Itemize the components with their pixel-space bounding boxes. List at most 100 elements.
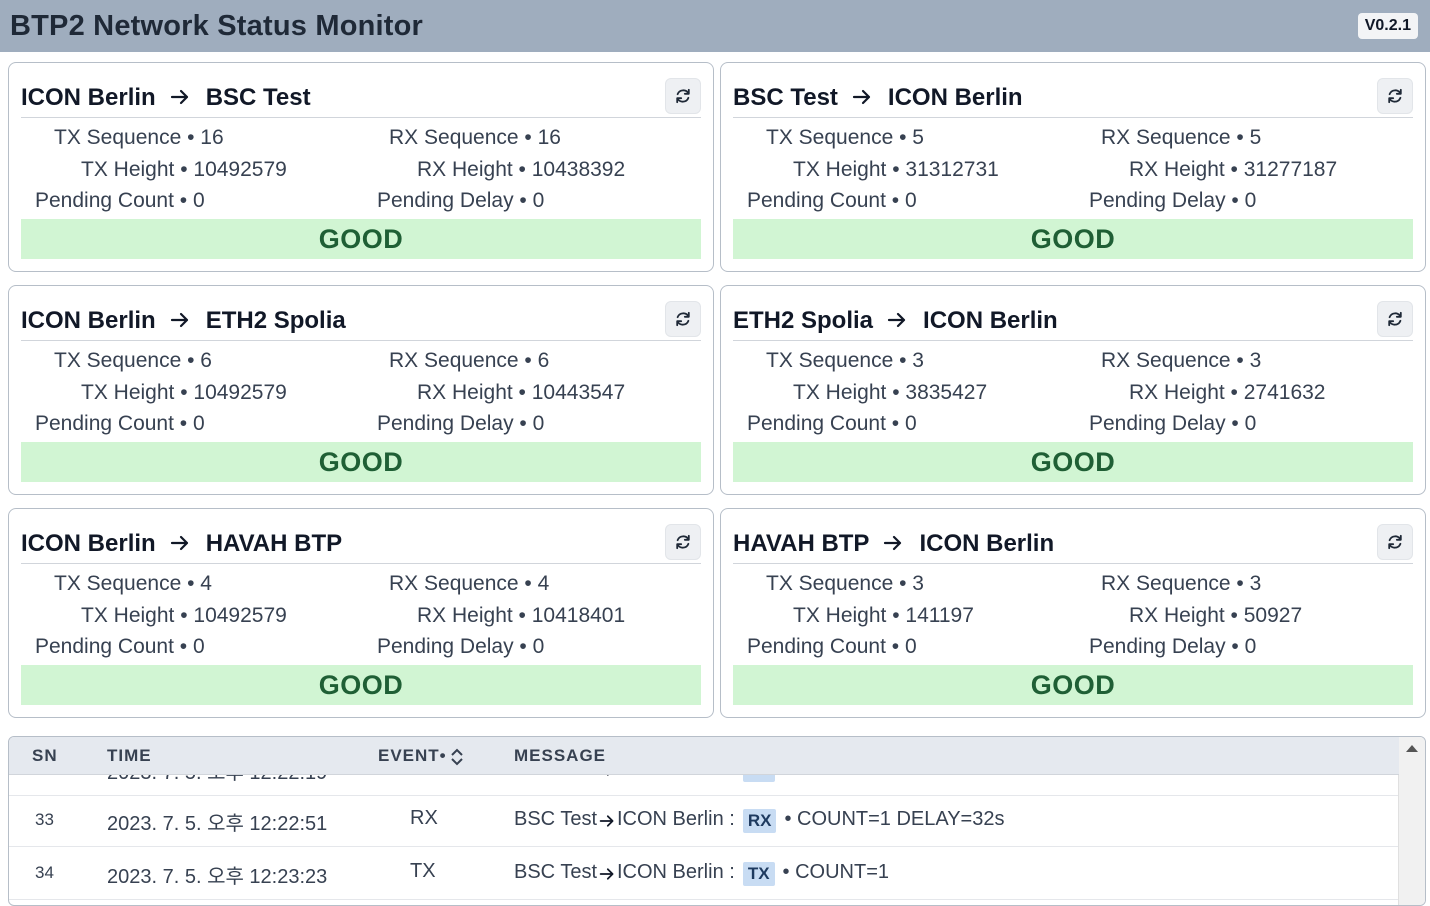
rx-height: RX Height • 50927 [1129, 604, 1303, 627]
pending-delay: Pending Delay • 0 [377, 635, 545, 658]
refresh-icon [676, 534, 690, 550]
route-to: ETH2 Spolia [205, 307, 346, 334]
status-badge: GOOD [21, 665, 701, 705]
route-card-header: ICON Berlin BSC Test [21, 63, 701, 118]
route-title: ICON Berlin ETH2 Spolia [21, 307, 346, 335]
table-row[interactable]: 33 2023. 7. 5. 오후 12:22:51 RX BSC Test ICON … [9, 793, 1399, 847]
rx-height: RX Height • 2741632 [1129, 381, 1326, 404]
rx-sequence: RX Sequence • 3 [1101, 572, 1262, 595]
refresh-icon [1388, 311, 1402, 327]
route-card: ICON Berlin ETH2 Spolia TX Sequence • 6 RX … [8, 285, 714, 495]
route-from: ICON Berlin [21, 307, 156, 334]
sort-icon[interactable] [450, 747, 464, 767]
event-log-table: 322023. 7. 5. 오후 12:22:19TXBSC TestICON … [8, 736, 1426, 906]
row-message: BSC Test ICON Berlin : RX • COUNT=1 DELAY=3… [514, 807, 1005, 833]
rx-sequence: RX Sequence • 5 [1101, 126, 1262, 149]
route-stats: TX Sequence • 16 RX Sequence • 16 TX Heigh… [21, 118, 701, 219]
row-sn: 33 [35, 810, 54, 829]
arrow-right-icon [887, 312, 906, 328]
tx-height: TX Height • 141197 [793, 604, 974, 627]
route-card-header: BSC Test ICON Berlin [733, 63, 1413, 118]
route-from: ETH2 Spolia [733, 307, 874, 334]
column-sn: SN [32, 746, 58, 765]
tx-sequence: TX Sequence • 3 [766, 349, 924, 372]
refresh-button[interactable] [1377, 524, 1413, 560]
route-from: HAVAH BTP [733, 530, 870, 557]
rx-sequence: RX Sequence • 4 [389, 572, 550, 595]
row-sn: 34 [35, 863, 54, 882]
rx-height: RX Height • 10443547 [417, 381, 626, 404]
route-from: ICON Berlin [21, 530, 156, 557]
route-to: HAVAH BTP [205, 530, 343, 557]
arrow-right-icon [599, 815, 614, 827]
pending-delay: Pending Delay • 0 [1089, 635, 1257, 658]
event-tag: RX [742, 809, 777, 833]
pending-delay: Pending Delay • 0 [1089, 412, 1257, 435]
pending-delay: Pending Delay • 0 [377, 412, 545, 435]
log-scrollbar[interactable] [1398, 737, 1425, 905]
status-badge: GOOD [733, 219, 1413, 259]
route-title: BSC Test ICON Berlin [733, 84, 1023, 112]
row-event: RX [410, 807, 438, 829]
refresh-button[interactable] [1377, 78, 1413, 114]
message-to: ICON Berlin : [617, 807, 735, 830]
message-from: BSC Test [514, 860, 597, 883]
route-stats: TX Sequence • 4 RX Sequence • 4 TX Height … [21, 564, 701, 665]
arrow-right-icon [170, 535, 188, 551]
refresh-button[interactable] [665, 524, 701, 560]
route-to: BSC Test [205, 84, 311, 111]
route-stats: TX Sequence • 5 RX Sequence • 5 TX Height … [733, 118, 1413, 219]
event-log-header: SN TIME EVENT• MESSAGE [9, 737, 1399, 775]
tx-sequence: TX Sequence • 6 [54, 349, 212, 372]
tx-height: TX Height • 10492579 [81, 381, 287, 404]
tx-height: TX Height • 31312731 [793, 158, 999, 181]
route-title: HAVAH BTP ICON Berlin [733, 530, 1054, 558]
tx-sequence: TX Sequence • 3 [766, 572, 924, 595]
status-badge: GOOD [21, 442, 701, 482]
status-badge: GOOD [21, 219, 701, 259]
arrow-right-icon [599, 868, 614, 880]
column-message: MESSAGE [514, 746, 607, 765]
route-card: ICON Berlin BSC Test TX Sequence • 16 RX Se… [8, 62, 714, 272]
refresh-button[interactable] [1377, 301, 1413, 337]
tx-sequence: TX Sequence • 16 [54, 126, 224, 149]
arrow-right-icon [852, 89, 871, 105]
route-card: BSC Test ICON Berlin TX Sequence • 5 RX Seq… [720, 62, 1426, 272]
tx-sequence: TX Sequence • 5 [766, 126, 924, 149]
message-from: BSC Test [514, 807, 597, 830]
app-title: BTP2 Network Status Monitor [10, 9, 424, 42]
route-to: ICON Berlin [919, 530, 1055, 557]
status-badge: GOOD [733, 665, 1413, 705]
route-from: BSC Test [733, 84, 838, 111]
rx-height: RX Height • 10438392 [417, 158, 626, 181]
refresh-button[interactable] [665, 301, 701, 337]
route-title: ETH2 Spolia ICON Berlin [733, 307, 1058, 335]
row-time: 2023. 7. 5. 오후 12:22:51 [107, 813, 328, 835]
row-message: BSC Test ICON Berlin : TX • COUNT=1 [514, 860, 890, 886]
arrow-right-icon [170, 312, 188, 328]
row-event: TX [410, 860, 436, 882]
scroll-up-arrow-icon[interactable] [1406, 745, 1418, 752]
rx-height: RX Height • 10418401 [417, 604, 626, 627]
route-to: ICON Berlin [887, 84, 1023, 111]
rx-sequence: RX Sequence • 3 [1101, 349, 1262, 372]
rx-sequence: RX Sequence • 16 [389, 126, 561, 149]
route-card: HAVAH BTP ICON Berlin TX Sequence • 3 RX Se… [720, 508, 1426, 718]
arrow-right-icon [170, 89, 188, 105]
route-title: ICON Berlin HAVAH BTP [21, 530, 342, 558]
column-event[interactable]: EVENT• [378, 746, 447, 765]
arrow-right-icon [884, 535, 902, 551]
tx-height: TX Height • 10492579 [81, 158, 287, 181]
refresh-icon [1388, 88, 1402, 104]
route-stats: TX Sequence • 3 RX Sequence • 3 TX Height … [733, 564, 1413, 665]
refresh-icon [676, 88, 690, 104]
version-badge: V0.2.1 [1357, 13, 1418, 39]
message-detail: • COUNT=1 [782, 860, 890, 883]
table-row[interactable]: 34 2023. 7. 5. 오후 12:23:23 TX BSC Test ICON … [9, 846, 1399, 900]
refresh-button[interactable] [665, 78, 701, 114]
route-card-header: ETH2 Spolia ICON Berlin [733, 286, 1413, 341]
pending-count: Pending Count • 0 [747, 189, 917, 212]
rx-height: RX Height • 31277187 [1129, 158, 1338, 181]
pending-count: Pending Count • 0 [35, 635, 205, 658]
pending-count: Pending Count • 0 [747, 635, 917, 658]
